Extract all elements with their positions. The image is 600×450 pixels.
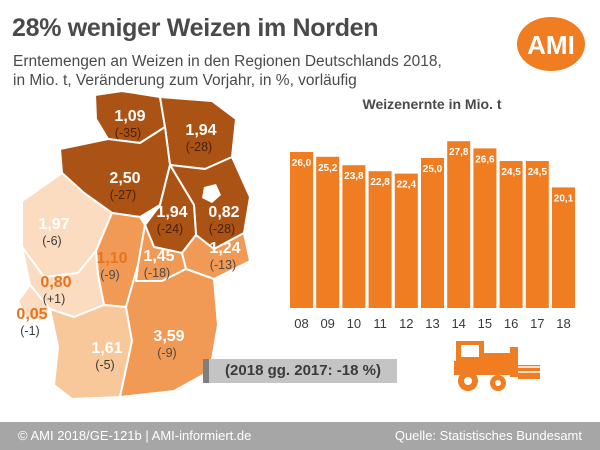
region-change-nordrhein-westfalen: (-6) [42,234,61,248]
region-change-mecklenburg-vorpommern: (-28) [186,140,212,154]
berlin-enclave [202,184,221,203]
bar-chart: Weizenernte in Mio. t 26,0 08 25,2 09 23,8 10… [290,96,575,331]
region-value-saarland: 0,05 [16,306,47,323]
region-change-thueringen: (-18) [144,266,170,280]
x-tick-label: 12 [399,316,413,331]
bar-14 [447,141,471,308]
region-change-sachsen: (-13) [210,258,236,272]
region-value-baden-wuerttemberg: 1,61 [91,340,122,357]
bar-13 [421,158,444,308]
region-change-rheinland-pfalz: (+1) [43,292,66,306]
bar-value-label: 24,5 [528,167,548,178]
region-value-hessen: 1,10 [96,250,127,267]
bar-value-label: 26,6 [475,154,495,165]
region-change-saarland: (-1) [20,324,39,338]
bar-value-label: 26,0 [292,158,312,169]
bar-value-label: 22,4 [397,180,417,191]
region-change-hessen: (-9) [100,268,119,282]
region-change-brandenburg: (-28) [209,222,235,236]
region-value-thueringen: 1,45 [143,248,174,265]
summary-badge: (2018 gg. 2017: -18 %) [203,359,397,383]
page-subtitle: Erntemengen an Weizen in den Regionen De… [13,53,442,89]
region-value-schleswig-holstein: 1,09 [114,108,145,125]
bar-value-label: 23,8 [344,171,364,182]
bar-10 [342,165,366,308]
page-title: 28% weniger Weizen im Norden [12,14,379,42]
region-value-sachsen: 1,24 [209,240,240,257]
ami-logo: AMI [517,17,585,71]
region-value-brandenburg: 0,82 [208,204,239,221]
x-tick-label: 11 [373,316,387,331]
bar-value-label: 22,8 [370,177,390,188]
x-tick-label: 15 [478,316,492,331]
x-tick-label: 08 [294,316,308,331]
x-tick-label: 09 [320,316,334,331]
bar-value-label: 25,0 [423,164,443,175]
bar-09 [316,156,340,308]
bar-18 [552,187,575,308]
region-change-baden-wuerttemberg: (-5) [95,358,114,372]
bar-value-label: 27,8 [449,147,469,158]
bar-15 [473,148,497,308]
region-change-niedersachsen: (-27) [110,188,136,202]
region-value-nordrhein-westfalen: 1,97 [38,216,69,233]
x-tick-label: 13 [425,316,439,331]
bar-11 [368,171,392,308]
x-tick-label: 17 [530,316,544,331]
region-change-bayern: (-9) [157,346,176,360]
x-tick-label: 18 [556,316,570,331]
region-value-niedersachsen: 2,50 [109,170,140,187]
region-saarland [17,284,51,322]
region-bayern [119,264,219,398]
ami-logo-text: AMI [527,30,575,60]
bar-value-label: 24,5 [501,167,521,178]
bar-value-label: 20,1 [554,193,574,204]
region-value-mecklenburg-vorpommern: 1,94 [185,122,216,139]
bar-08 [290,152,313,308]
footer-bar: © AMI 2018/GE-121b | AMI-informiert.de Q… [0,422,600,450]
x-tick-label: 14 [451,316,465,331]
combine-harvester-icon [454,341,540,391]
bar-16 [499,161,523,308]
chart-title: Weizenernte in Mio. t [363,96,502,112]
x-tick-label: 10 [347,316,361,331]
germany-map: 1,09(-35) 1,94(-28)2,50(-27)1,94(-24)0,82… [16,90,251,400]
region-value-rheinland-pfalz: 0,80 [40,274,71,291]
region-change-sachsen-anhalt: (-24) [157,222,183,236]
region-change-schleswig-holstein: (-35) [115,126,141,140]
bar-17 [525,161,549,308]
bar-12 [394,173,418,308]
footer-source: Quelle: Statistisches Bundesamt [394,428,582,443]
footer-copyright: © AMI 2018/GE-121b | AMI-informiert.de [18,428,252,443]
region-value-sachsen-anhalt: 1,94 [156,204,187,221]
x-tick-label: 16 [504,316,518,331]
region-value-bayern: 3,59 [153,328,184,345]
bar-value-label: 25,2 [318,163,338,174]
